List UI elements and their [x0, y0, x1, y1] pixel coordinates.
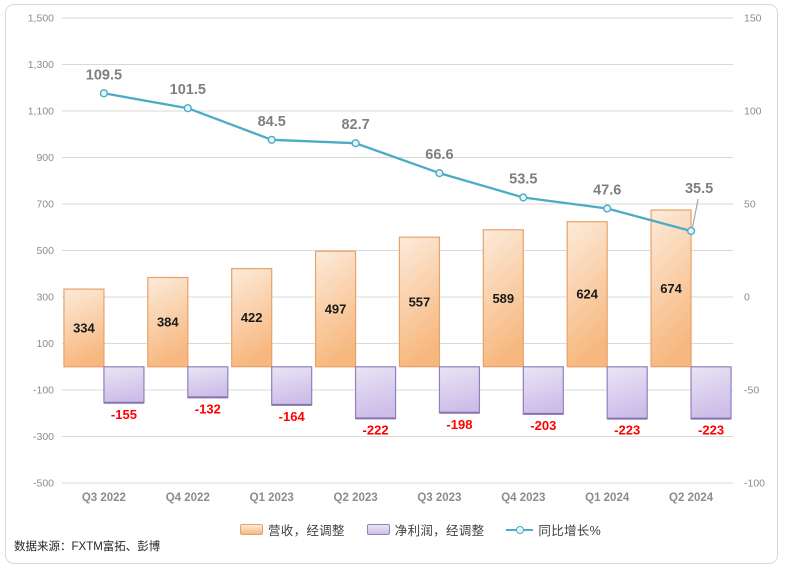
- legend-item-net-profit: 净利润，经调整: [366, 520, 485, 539]
- net-profit-bar: [354, 366, 397, 419]
- yoy-growth-value-label: 35.5: [685, 181, 713, 197]
- yoy-growth-value-label: 47.6: [593, 183, 621, 199]
- right-axis-tick-label: 150: [744, 13, 762, 25]
- yoy-growth-marker: [603, 204, 612, 213]
- revenue-value-label: 624: [576, 287, 598, 302]
- revenue-bar: [314, 250, 357, 368]
- net-profit-bar: [187, 366, 229, 399]
- left-axis-tick-label: -100: [33, 385, 54, 397]
- legend-label-net-profit: 净利润，经调整: [394, 524, 485, 538]
- yoy-growth-marker: [183, 104, 192, 113]
- left-axis-tick-label: 700: [36, 199, 54, 211]
- category-label: Q3 2022: [82, 492, 126, 504]
- yoy-growth-marker: [351, 139, 360, 148]
- revenue-value-label: 334: [73, 320, 95, 335]
- net-profit-value-label: -222: [363, 422, 389, 437]
- yoy-growth-swatch-icon: [506, 524, 534, 535]
- left-axis-tick-label: -300: [33, 431, 54, 443]
- chart-legend: 营收，经调整 净利润，经调整 同比增长%: [0, 520, 785, 539]
- left-axis-tick-label: 300: [36, 292, 54, 304]
- left-axis-tick-label: 1,500: [28, 13, 54, 25]
- net-profit-value-label: -223: [698, 423, 724, 438]
- yoy-growth-marker: [435, 169, 444, 178]
- category-label: Q2 2024: [669, 492, 714, 504]
- left-axis-tick-label: 900: [36, 152, 54, 164]
- left-axis-tick-label: 1,300: [28, 59, 54, 71]
- net-profit-bar: [690, 366, 732, 420]
- yoy-growth-value-label: 84.5: [258, 114, 286, 130]
- revenue-bar: [147, 276, 189, 368]
- category-label: Q1 2023: [250, 492, 294, 504]
- net-profit-value-label: -203: [530, 418, 556, 433]
- yoy-growth-value-label: 66.6: [425, 147, 453, 163]
- legend-label-revenue: 营收，经调整: [267, 524, 345, 538]
- yoy-growth-value-label: 109.5: [86, 67, 122, 83]
- revenue-bar: [482, 229, 524, 368]
- category-label: Q4 2022: [166, 492, 210, 504]
- source-note: 数据来源：FXTM富拓、彭博: [14, 541, 161, 553]
- net-profit-value-label: -132: [195, 401, 221, 416]
- net-profit-value-label: -164: [279, 409, 306, 424]
- yoy-growth-marker: [686, 226, 696, 236]
- revenue-value-label: 497: [325, 302, 347, 317]
- left-axis-tick-label: 100: [36, 338, 54, 350]
- net-profit-value-label: -223: [614, 423, 640, 438]
- left-axis-tick-label: -500: [33, 478, 54, 490]
- yoy-growth-marker: [519, 193, 528, 202]
- legend-label-yoy-growth: 同比增长%: [538, 524, 602, 538]
- net-profit-bar: [103, 366, 145, 404]
- yoy-growth-line: [103, 92, 692, 233]
- revenue-swatch-icon: [239, 524, 263, 535]
- legend-item-revenue: 营收，经调整: [239, 520, 345, 539]
- yoy-growth-marker: [99, 89, 109, 98]
- net-profit-value-label: -155: [111, 407, 137, 422]
- right-axis-tick-label: -100: [744, 478, 765, 490]
- revenue-bar: [566, 221, 608, 368]
- revenue-value-label: 384: [157, 315, 179, 330]
- category-label: Q2 2023: [334, 492, 378, 504]
- revenue-value-label: 589: [492, 291, 514, 306]
- category-label: Q1 2024: [585, 492, 630, 504]
- revenue-value-label: 674: [660, 281, 682, 296]
- revenue-bar: [650, 209, 692, 368]
- revenue-value-label: 557: [409, 295, 431, 310]
- right-axis-tick-label: 50: [744, 199, 756, 211]
- net-profit-bar: [271, 366, 313, 406]
- net-profit-value-label: -198: [446, 417, 472, 432]
- category-label: Q4 2023: [501, 492, 545, 504]
- revenue-bar: [231, 268, 273, 368]
- legend-item-yoy-growth: 同比增长%: [506, 520, 601, 539]
- revenue-value-label: 422: [241, 310, 263, 325]
- net-profit-bar: [438, 366, 481, 414]
- right-axis-tick-label: -50: [744, 385, 759, 397]
- yoy-growth-value-label: 101.5: [170, 82, 206, 98]
- chart-frame: [5, 4, 778, 564]
- right-axis-tick-label: 0: [744, 292, 750, 304]
- yoy-growth-value-label: 82.7: [341, 117, 369, 133]
- left-axis-tick-label: 500: [36, 245, 54, 257]
- left-axis-tick-label: 1,100: [28, 106, 54, 118]
- right-axis-tick-label: 100: [744, 106, 762, 118]
- revenue-bar: [398, 236, 441, 368]
- yoy-growth-marker: [267, 135, 276, 144]
- yoy-growth-value-label: 53.5: [509, 172, 537, 188]
- category-label: Q3 2023: [417, 492, 461, 504]
- net-profit-swatch-icon: [366, 524, 390, 535]
- revenue-bar: [63, 288, 105, 368]
- net-profit-bar: [606, 366, 648, 420]
- net-profit-bar: [522, 366, 564, 415]
- callout-line: [692, 198, 699, 228]
